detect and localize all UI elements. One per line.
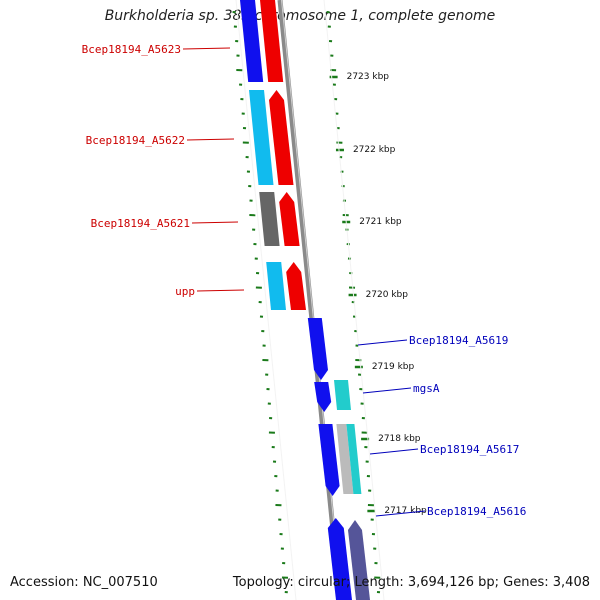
gene-label-forward: Bcep18194_A5622 [86,134,185,147]
label-layer: 2723 kbp 2722 kbp 2721 kbp 2720 kbp 2719 kbp… [82,43,527,518]
label-leader-line [186,138,235,141]
gene-layer [240,0,370,600]
gene-label-reverse: mgsA [413,382,440,395]
gene-block-cyan [249,90,274,185]
label-leader-line [191,221,239,224]
gene-block-blue [318,424,340,496]
map-title: Burkholderia sp. 383 chromosome 1, compl… [104,8,496,24]
kbp-label: 2717 kbp [384,506,427,516]
label-leader-line [357,339,408,346]
track-outline-right [323,0,385,600]
backbone-layer [235,0,385,600]
gene-block-red [279,192,300,246]
kbp-label: 2722 kbp [353,145,396,155]
genome-stats-text: Topology: circular; Length: 3,694,126 bp… [232,575,590,590]
gene-label-reverse: Bcep18194_A5617 [420,443,519,456]
gene-label-forward: Bcep18194_A5621 [91,217,190,230]
gene-block-cyan [266,262,286,310]
gene-block-blue [327,518,352,600]
gene-block-blue [307,318,328,380]
accession-text: Accession: NC_007510 [10,575,158,590]
gene-label-reverse: Bcep18194_A5619 [409,334,508,347]
label-leader-line [375,510,426,517]
gene-block-teal [346,424,362,494]
gene-block-red [269,90,294,185]
label-leader-line [369,448,419,455]
gene-label-forward: upp [175,285,195,298]
gene-block-lightgray [336,424,354,494]
gene-block-blue [240,0,264,82]
gene-block-slate [348,520,370,600]
kbp-label: 2720 kbp [366,290,409,300]
kbp-label: 2721 kbp [359,217,402,227]
gene-block-teal [334,380,351,410]
label-leader-line [362,387,412,394]
label-leader-line [196,289,245,292]
gene-label-forward: Bcep18194_A5623 [82,43,181,56]
kbp-label: 2718 kbp [378,434,421,444]
track-outline-left [235,0,297,600]
gene-block-red [260,0,284,82]
kbp-label: 2719 kbp [372,362,415,372]
gene-block-gray [259,192,280,246]
gene-label-reverse: Bcep18194_A5616 [427,505,526,518]
backbone-highlight [281,0,342,600]
gene-block-red [286,262,306,310]
label-leader-line [182,47,231,50]
backbone-line [277,0,343,600]
kbp-label: 2723 kbp [347,72,390,82]
gene-block-blue [314,382,332,412]
